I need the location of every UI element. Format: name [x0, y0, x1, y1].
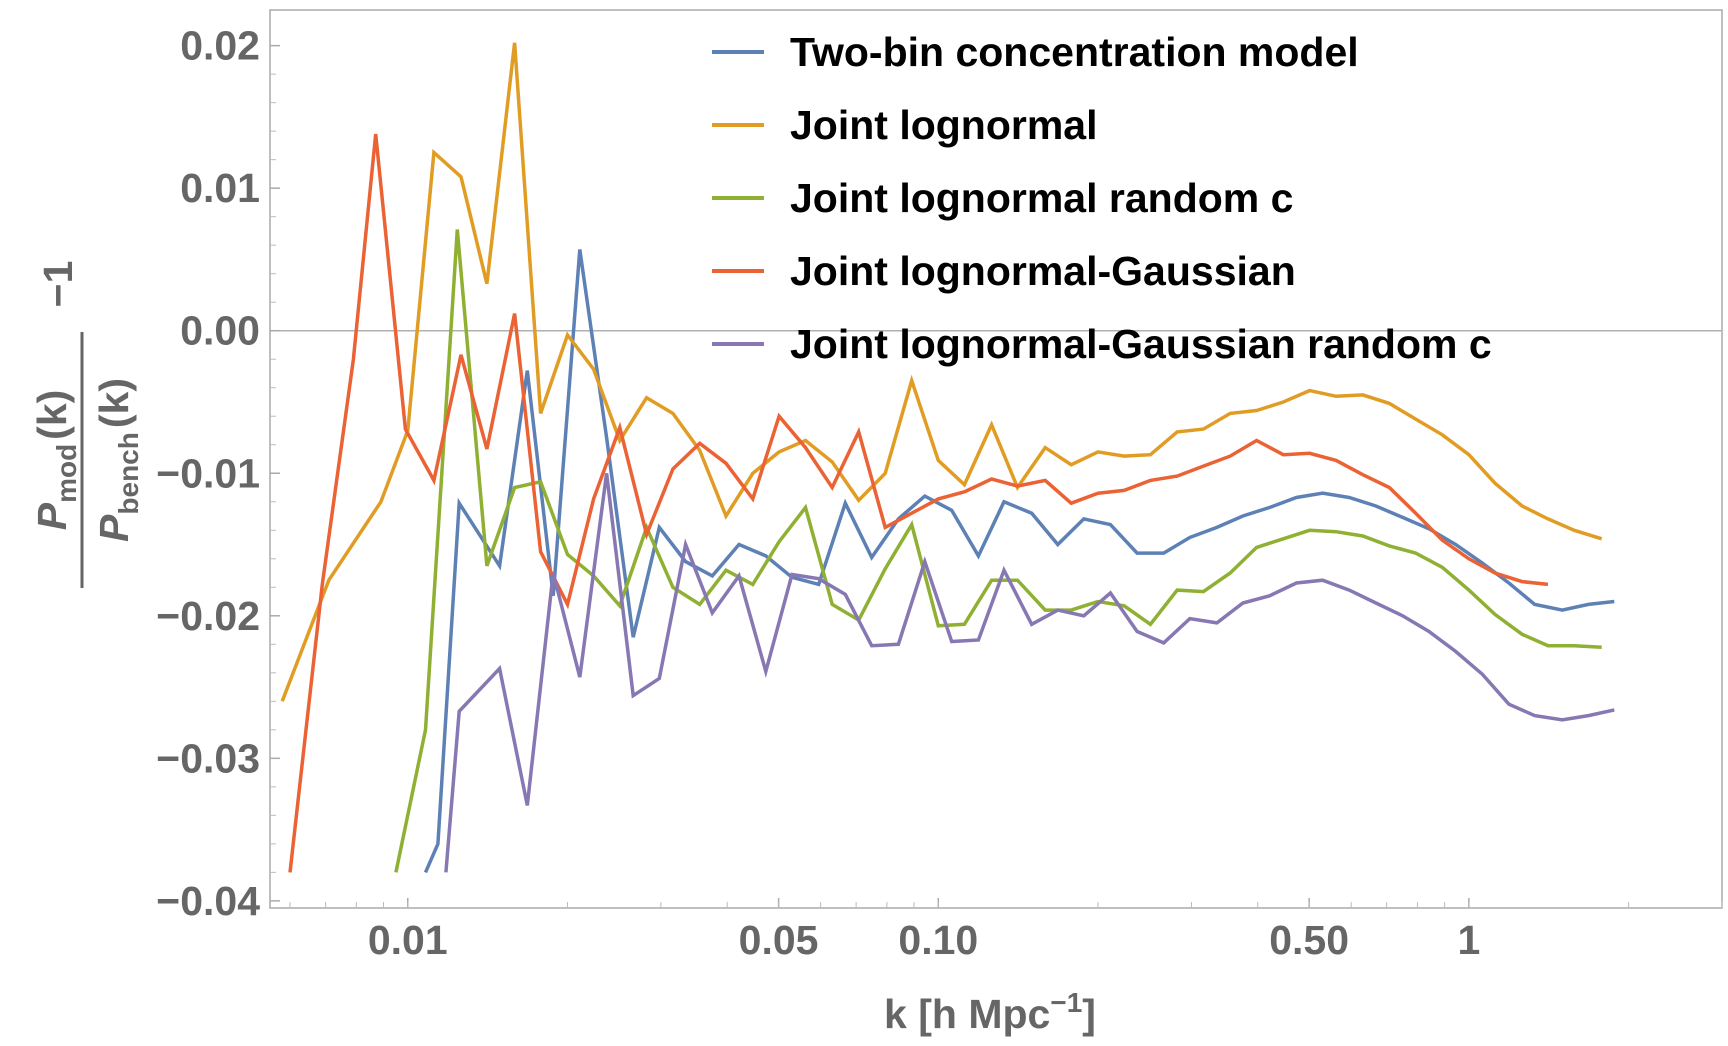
y-label-den-p: P	[91, 514, 137, 542]
y-tick-label: −0.02	[156, 593, 260, 639]
x-tick-label: 0.10	[898, 917, 978, 963]
x-axis-label-exponent: −1	[1050, 987, 1082, 1018]
y-label-denominator: Pbench (k)	[91, 378, 144, 542]
y-label-num-arg: (k)	[29, 390, 75, 440]
series-line-4	[288, 133, 1549, 873]
y-axis-label: Pmod (k) Pbench (k) −1	[29, 261, 144, 588]
y-tick-label: −0.01	[156, 450, 260, 496]
legend: Two-bin concentration model Joint lognorm…	[712, 29, 1492, 367]
y-axis-ticks: 0.02 0.01 0.00 −0.01 −0.02 −0.03 −0.04	[156, 23, 280, 924]
legend-label-5: Joint lognormal-Gaussian random c	[790, 321, 1492, 367]
legend-label-4: Joint lognormal-Gaussian	[790, 248, 1296, 294]
series-line-3	[394, 229, 1602, 873]
y-tick-label: 0.02	[180, 23, 260, 69]
x-axis-ticks: 0.01 0.05 0.10 0.50 1	[289, 898, 1723, 963]
x-axis-label-text: k [h Mpc	[884, 991, 1050, 1037]
y-tick-label: −0.04	[156, 878, 260, 924]
y-label-num-p: P	[29, 502, 75, 530]
x-axis-label-close: ]	[1082, 991, 1096, 1037]
y-tick-label: 0.00	[180, 308, 260, 354]
legend-label-1: Two-bin concentration model	[790, 29, 1359, 75]
series-line-5	[444, 473, 1615, 873]
series-line-2	[280, 42, 1603, 702]
y-label-den-sub: bench	[113, 432, 144, 514]
y-tick-label: −0.03	[156, 735, 260, 781]
y-tick-label: 0.01	[180, 165, 260, 211]
x-tick-label: 0.50	[1269, 917, 1349, 963]
y-label-den-arg: (k)	[91, 378, 137, 428]
x-axis-label: k [h Mpc−1]	[884, 987, 1096, 1037]
x-tick-label: 0.05	[739, 917, 819, 963]
x-tick-label: 1	[1457, 917, 1480, 963]
x-tick-label: 0.01	[368, 917, 448, 963]
plot-frame	[269, 9, 1723, 909]
series-layer	[280, 42, 1615, 874]
y-label-num-sub: mod	[51, 444, 82, 503]
legend-label-2: Joint lognormal	[790, 102, 1098, 148]
y-label-suffix: −1	[35, 261, 81, 308]
legend-label-3: Joint lognormal random c	[790, 175, 1293, 221]
series-line-1	[423, 249, 1615, 874]
y-label-numerator: Pmod (k)	[29, 390, 82, 531]
